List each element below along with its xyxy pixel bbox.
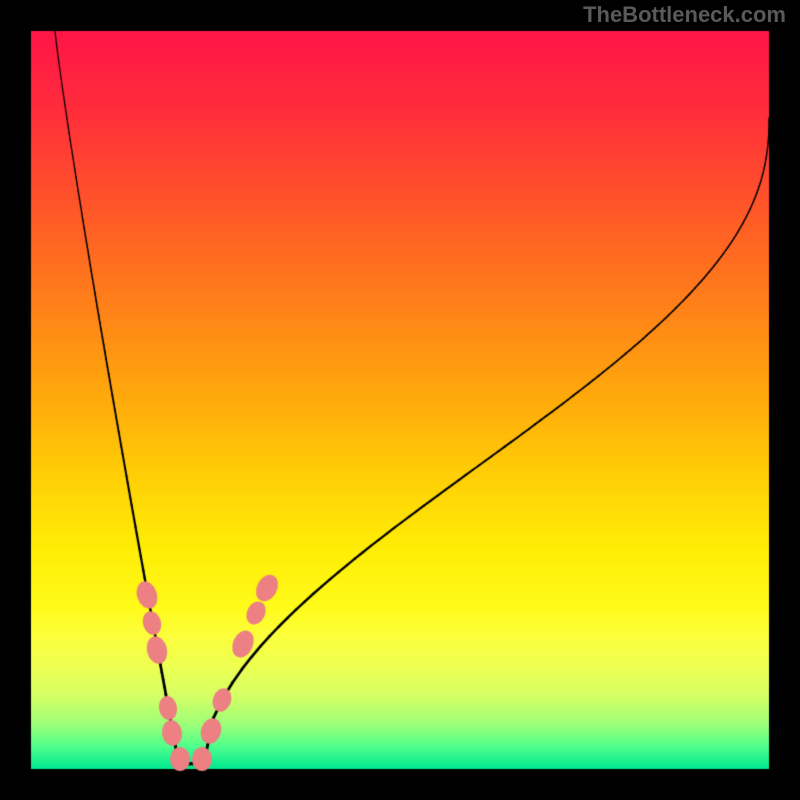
chart-container (0, 0, 800, 800)
watermark-text: TheBottleneck.com (583, 2, 786, 28)
bottleneck-chart-canvas (0, 0, 800, 800)
